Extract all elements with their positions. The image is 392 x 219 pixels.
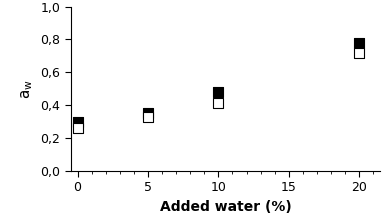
Point (74, 126, 81, 130)
Point (215, 102, 221, 105)
Point (145, 115, 151, 118)
Point (356, 41, 362, 44)
Point (356, 51, 362, 54)
X-axis label: Added water (%): Added water (%) (160, 200, 291, 214)
Y-axis label: $\mathregular{a_w}$: $\mathregular{a_w}$ (19, 79, 34, 99)
Point (215, 90, 221, 94)
Point (74, 120, 81, 123)
Point (145, 112, 151, 115)
